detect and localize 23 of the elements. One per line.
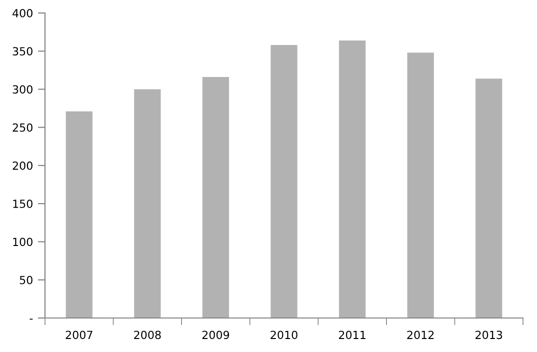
- y-tick-label: 350: [12, 47, 32, 56]
- y-tick-label: 50: [20, 276, 32, 284]
- y-tick-label: 400: [12, 8, 32, 18]
- bar: [202, 77, 230, 318]
- bar: [407, 52, 434, 318]
- bar: [66, 111, 92, 318]
- y-tick-label: 100: [13, 238, 32, 246]
- y-tick-label: 250: [12, 123, 32, 132]
- bar: [270, 45, 298, 318]
- x-tick-label: 2010: [270, 330, 298, 340]
- x-tick-label: 2011: [338, 330, 366, 340]
- x-tick-label: 2008: [134, 330, 161, 340]
- bar: [476, 78, 502, 318]
- x-tick-label: 2013: [476, 330, 502, 340]
- x-tick-label: 2009: [202, 330, 230, 340]
- x-tick-label: 2007: [66, 330, 92, 340]
- y-tick-label: 150: [13, 200, 32, 208]
- y-tick-label: 300: [12, 85, 32, 94]
- x-tick-label: 2012: [407, 330, 434, 340]
- y-tick-label: 200: [12, 161, 32, 170]
- bar: [338, 40, 366, 318]
- y-tick-label: -: [30, 318, 33, 320]
- bar: [134, 89, 161, 318]
